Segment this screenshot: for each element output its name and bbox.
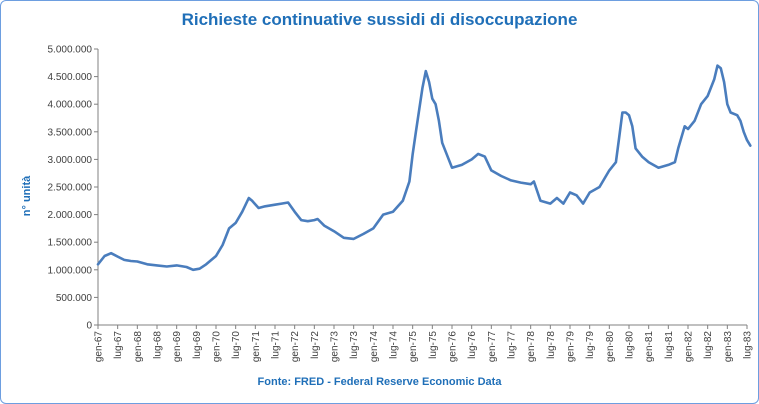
y-tick-label: 0 xyxy=(86,321,92,332)
x-tick-label: lug-76 xyxy=(467,331,478,359)
x-tick-label: lug-79 xyxy=(585,331,596,359)
x-tick-label: gen-78 xyxy=(526,331,537,363)
x-tick-label: lug-82 xyxy=(703,331,714,359)
y-tick-label: 500.000 xyxy=(56,293,93,304)
y-tick-label: 2.500.000 xyxy=(48,183,93,194)
x-tick-label: lug-75 xyxy=(428,331,439,359)
x-tick-label: gen-69 xyxy=(172,331,183,363)
x-tick-label: lug-74 xyxy=(389,331,400,359)
x-tick-label: gen-82 xyxy=(684,331,695,363)
x-tick-label: gen-70 xyxy=(212,331,223,363)
x-tick-label: gen-81 xyxy=(644,331,655,363)
x-tick-label: gen-67 xyxy=(94,331,105,363)
y-tick-label: 4.500.000 xyxy=(48,72,93,83)
x-tick-label: gen-68 xyxy=(133,331,144,363)
x-tick-label: lug-73 xyxy=(349,331,360,359)
x-tick-label: gen-72 xyxy=(290,331,301,363)
x-tick-label: lug-70 xyxy=(231,331,242,359)
source-note: Fonte: FRED - Federal Reserve Economic D… xyxy=(257,376,502,388)
x-tick-label: lug-77 xyxy=(507,331,518,359)
x-tick-label: gen-73 xyxy=(330,331,341,363)
x-tick-label: gen-75 xyxy=(408,331,419,363)
x-tick-label: lug-83 xyxy=(743,331,754,359)
series-line xyxy=(96,64,752,272)
y-tick-label: 3.500.000 xyxy=(48,127,93,138)
x-tick-label: lug-80 xyxy=(625,331,636,359)
x-tick-label: gen-83 xyxy=(723,331,734,363)
y-tick-label: 1.500.000 xyxy=(48,238,93,249)
x-tick-label: gen-76 xyxy=(448,331,459,363)
x-tick-label: lug-72 xyxy=(310,331,321,359)
y-tick-label: 1.000.000 xyxy=(48,265,93,276)
x-tick-label: lug-69 xyxy=(192,331,203,359)
x-tick-label: lug-78 xyxy=(546,331,557,359)
y-tick-label: 2.000.000 xyxy=(48,210,93,221)
x-tick-label: lug-67 xyxy=(113,331,124,359)
chart-title: Richieste continuative sussidi di disocc… xyxy=(181,10,578,29)
x-tick-label: gen-79 xyxy=(566,331,577,363)
x-tick-label: gen-71 xyxy=(251,331,262,363)
y-tick-label: 3.000.000 xyxy=(48,155,93,166)
x-tick-label: lug-71 xyxy=(271,331,282,359)
x-tick-label: gen-77 xyxy=(487,331,498,363)
x-tick-label: lug-68 xyxy=(153,331,164,359)
x-tick-label: gen-74 xyxy=(369,331,380,363)
y-tick-label: 4.000.000 xyxy=(48,100,93,111)
y-tick-label: 5.000.000 xyxy=(48,45,93,56)
x-tick-label: gen-80 xyxy=(605,331,616,363)
x-tick-label: lug-81 xyxy=(664,331,675,359)
